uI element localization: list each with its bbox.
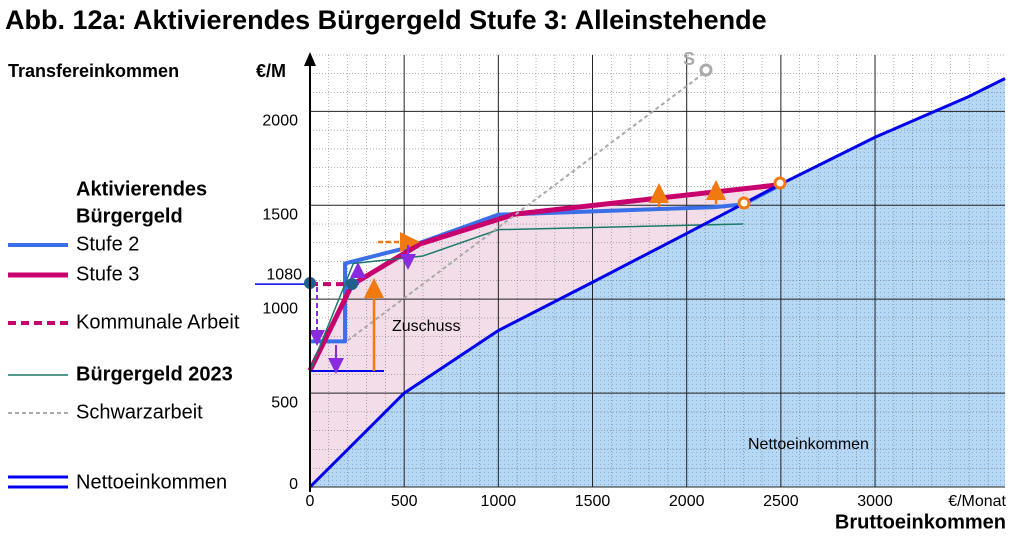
legend-label: Nettoeinkommen	[76, 471, 227, 493]
y-axis-arrow	[304, 52, 316, 66]
point-marker	[699, 63, 713, 77]
y-axis-unit: €/M	[256, 61, 286, 81]
x-axis-unit: €/Monat	[948, 493, 1006, 510]
x-tick-label: 1000	[481, 493, 517, 510]
annotation: Nettoeinkommen	[748, 436, 869, 453]
y-tick-label: 1500	[262, 206, 298, 223]
legend-label: Schwarzarbeit	[76, 401, 203, 423]
series-line	[347, 71, 707, 342]
annotation: Zuschuss	[392, 318, 460, 335]
legend-heading: Bürgergeld	[76, 205, 183, 227]
y-axis-label: Transfereinkommen	[8, 61, 179, 81]
legend-label: Bürgergeld 2023	[76, 363, 233, 385]
x-tick-label: 1500	[575, 493, 611, 510]
point-marker	[346, 278, 358, 290]
point-marker	[737, 196, 751, 210]
y-tick-label: 0	[289, 476, 298, 493]
y-tick-label: 1080	[266, 266, 302, 283]
chart-title: Abb. 12a: Aktivierendes Bürgergeld Stufe…	[5, 5, 767, 35]
legend-label: Kommunale Arbeit	[76, 311, 240, 333]
y-tick-label: 500	[271, 394, 298, 411]
x-tick-label: 3000	[857, 493, 893, 510]
legend-label: Stufe 3	[76, 263, 139, 285]
x-tick-label: 2500	[763, 493, 799, 510]
series-line	[308, 77, 1006, 489]
annotation: S	[683, 49, 695, 69]
y-tick-label: 2000	[262, 113, 298, 130]
x-tick-label: 500	[391, 493, 418, 510]
y-tick-label: 1000	[262, 300, 298, 317]
x-tick-label: 2000	[669, 493, 705, 510]
x-axis-label: Bruttoeinkommen	[835, 511, 1006, 533]
x-tick-label: 0	[306, 493, 315, 510]
series-line	[309, 223, 744, 371]
area-zuschuss	[310, 184, 781, 488]
legend-heading: Aktivierendes	[76, 178, 207, 200]
point-marker	[773, 176, 787, 190]
area-netto	[310, 78, 1005, 487]
legend-label: Stufe 2	[76, 233, 139, 255]
